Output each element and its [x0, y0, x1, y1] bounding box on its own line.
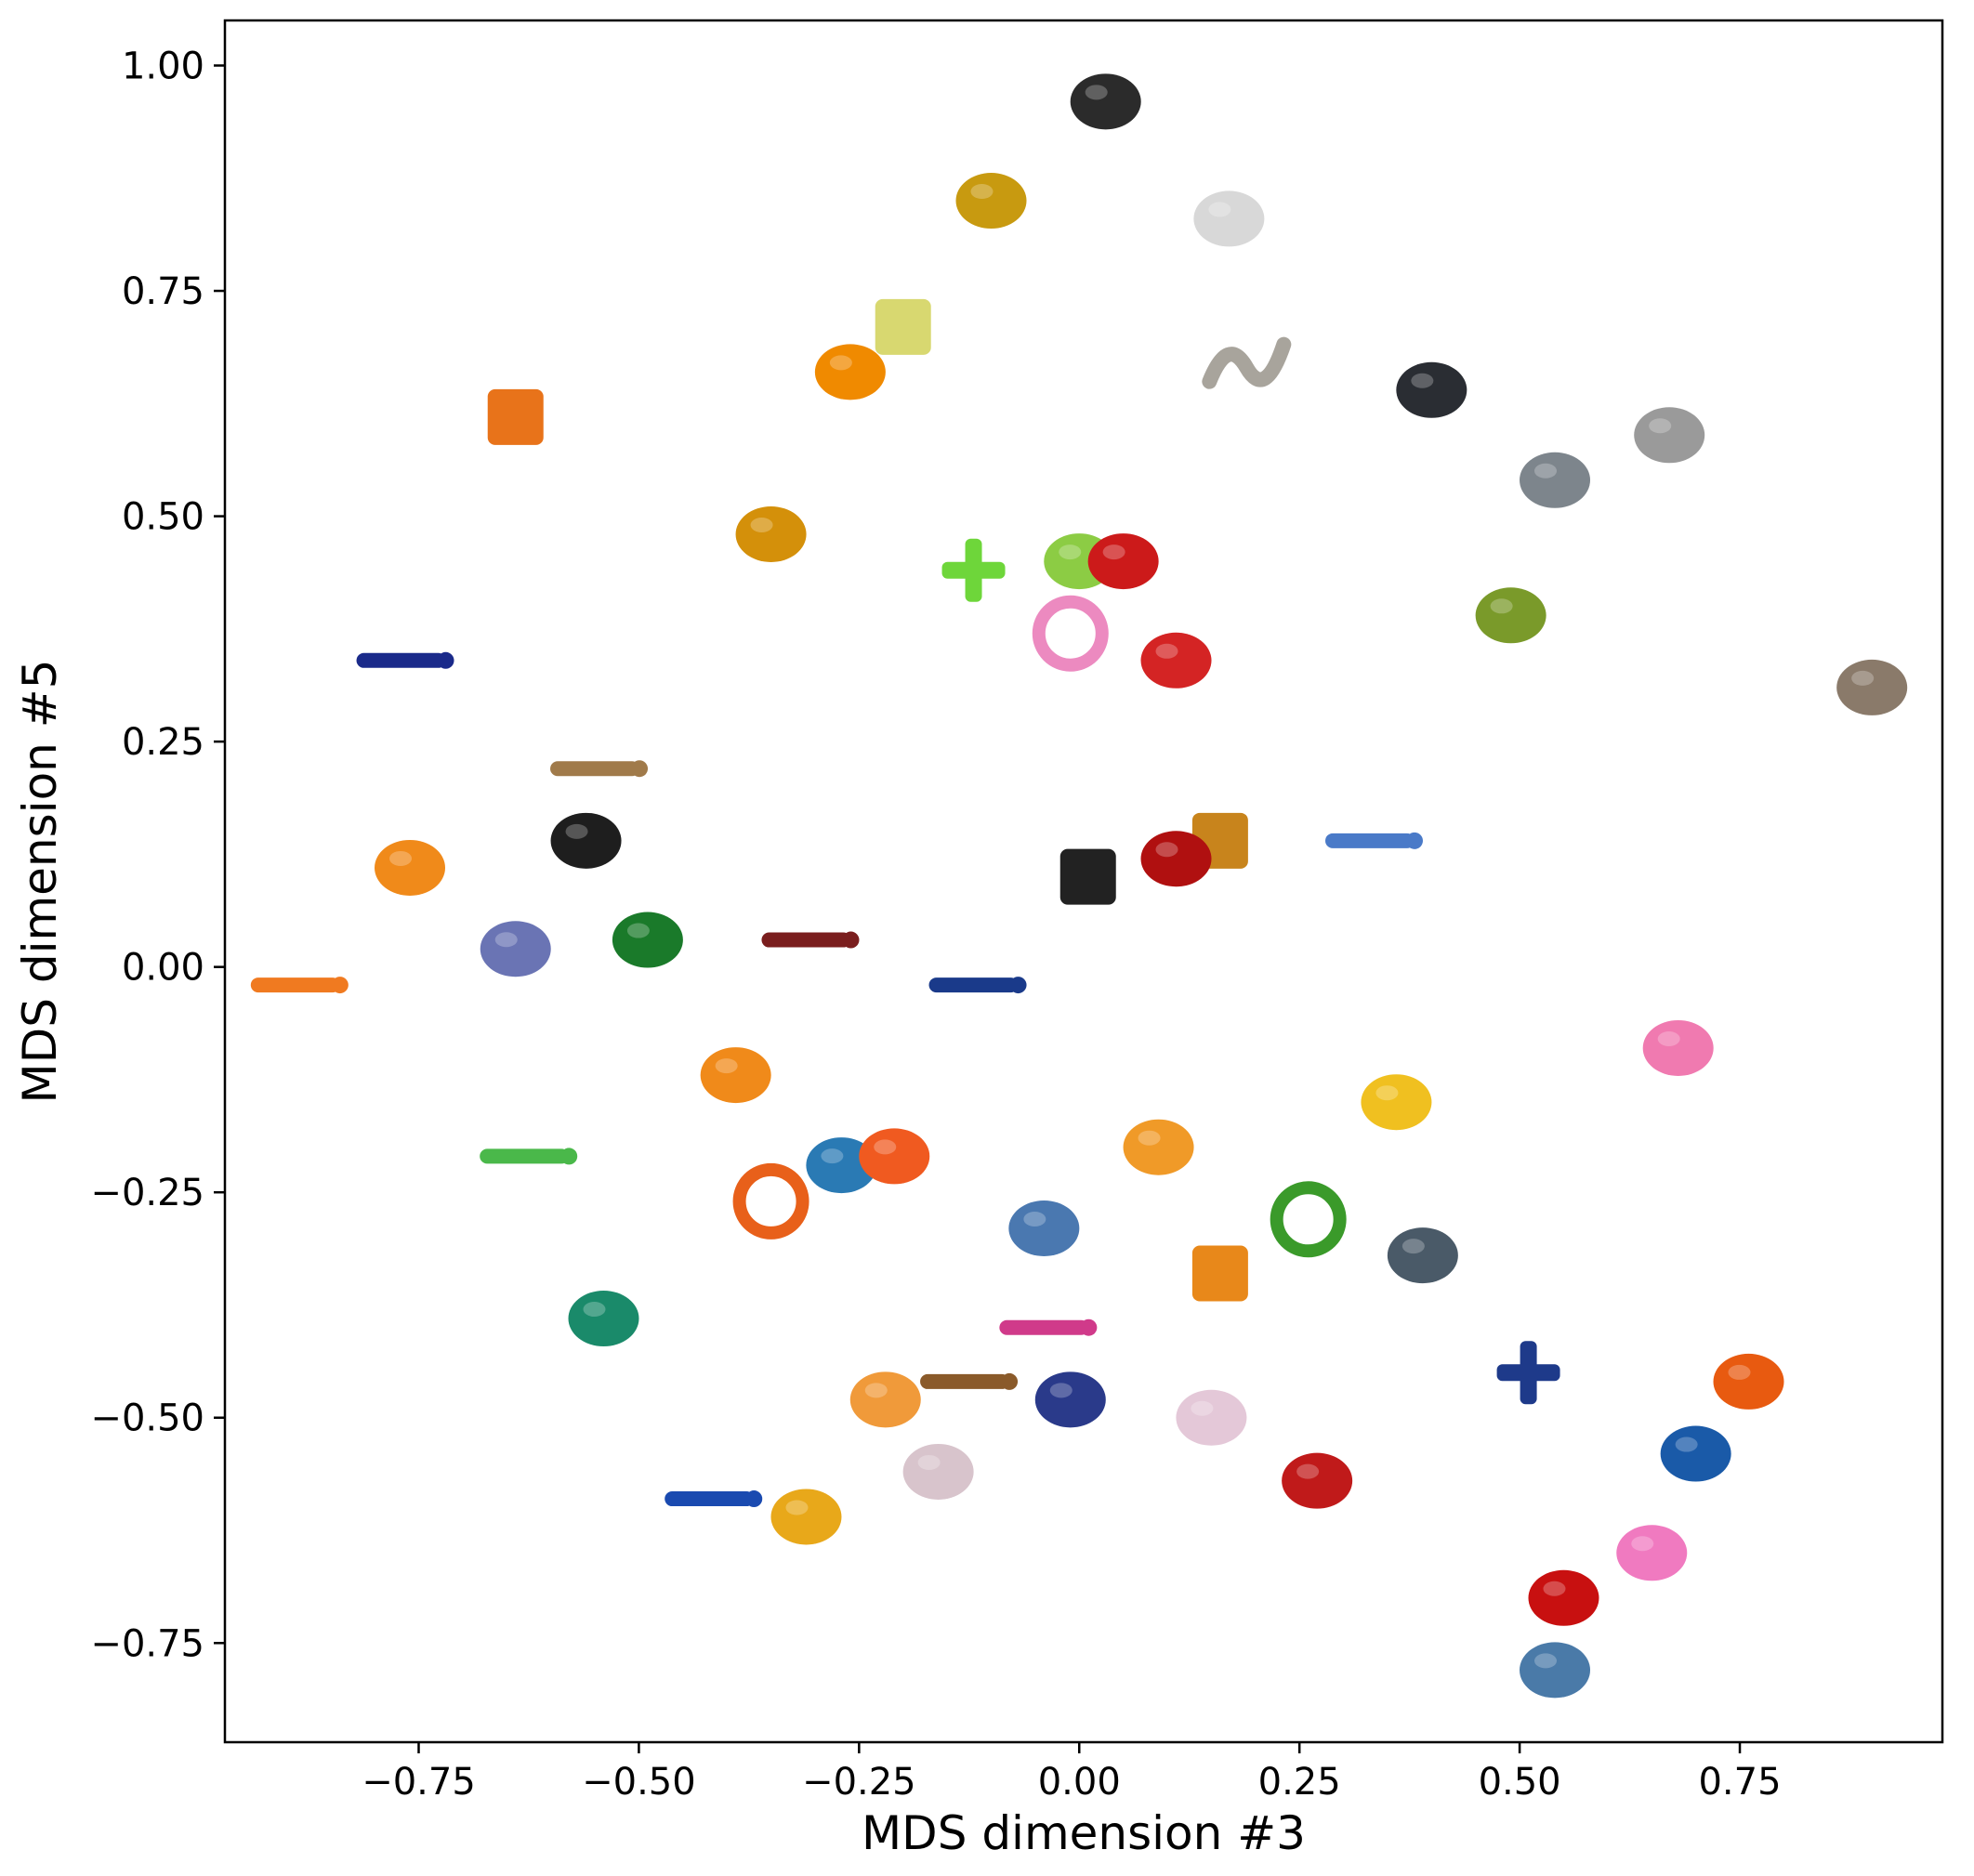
data-point [875, 298, 931, 355]
data-point [999, 1318, 1098, 1336]
data-points [250, 73, 1908, 1699]
x-tick-label: 0.75 [1698, 1761, 1781, 1804]
data-point [941, 538, 1006, 602]
y-tick-label: 0.25 [122, 721, 204, 764]
data-point [1475, 587, 1546, 644]
y-axis-label: MDS dimension #5 [13, 660, 67, 1104]
data-point [480, 921, 551, 977]
data-point [1176, 1389, 1247, 1446]
data-point [1616, 1525, 1688, 1581]
data-point [902, 1443, 974, 1500]
data-point [955, 173, 1027, 230]
data-point [1387, 1227, 1458, 1284]
plot-frame [223, 19, 1944, 1744]
data-point [1325, 832, 1423, 849]
y-tick-label: −0.75 [90, 1622, 204, 1665]
data-point [859, 1128, 930, 1185]
data-point [568, 1291, 639, 1347]
data-point [550, 812, 622, 869]
x-tick-label: −0.75 [362, 1761, 476, 1804]
y-tick-label: 0.50 [122, 496, 204, 539]
data-point [250, 977, 349, 994]
x-axis-ticks: −0.75 −0.50 −0.25 0.00 0.25 0.50 0.75 [362, 1742, 1782, 1804]
x-tick-label: −0.25 [802, 1761, 916, 1804]
data-point [1059, 848, 1116, 905]
data-point [1642, 1019, 1714, 1076]
data-point [735, 505, 807, 562]
y-tick-label: −0.25 [90, 1172, 204, 1214]
data-point [1396, 361, 1467, 418]
data-point [375, 839, 446, 896]
data-point [1070, 73, 1141, 130]
y-tick-label: 0.00 [122, 947, 204, 990]
data-point [700, 1047, 771, 1104]
data-point [612, 912, 683, 968]
data-point [1123, 1119, 1194, 1175]
y-tick-label: −0.50 [90, 1397, 204, 1440]
data-point [1191, 1245, 1248, 1302]
data-point [770, 1489, 842, 1545]
data-point [1270, 1181, 1347, 1258]
data-point [1087, 533, 1159, 590]
data-point [1496, 1341, 1560, 1405]
data-point [1528, 1569, 1599, 1626]
data-point [1282, 1452, 1353, 1509]
y-tick-label: 1.00 [122, 46, 204, 88]
data-point [1660, 1425, 1731, 1482]
x-tick-label: 0.50 [1479, 1761, 1561, 1804]
x-tick-label: −0.50 [582, 1761, 696, 1804]
data-point [1520, 1642, 1591, 1699]
data-point [550, 760, 649, 778]
data-point [1634, 407, 1705, 464]
data-point [356, 651, 454, 669]
data-point [849, 1371, 921, 1428]
x-tick-label: 0.25 [1258, 1761, 1341, 1804]
data-point [480, 1148, 578, 1165]
data-point [806, 1137, 877, 1194]
data-point [920, 1372, 1019, 1390]
data-point [487, 388, 544, 445]
data-point [1361, 1074, 1432, 1131]
data-point [761, 931, 860, 949]
x-tick-label: 0.00 [1038, 1761, 1121, 1804]
x-axis-label: MDS dimension #3 [862, 1806, 1306, 1860]
data-point [1140, 632, 1212, 689]
data-point [732, 1162, 809, 1240]
data-point [1202, 336, 1292, 389]
data-point [1193, 190, 1265, 247]
y-tick-label: 0.75 [122, 270, 204, 313]
data-point [1520, 452, 1591, 508]
data-point [1034, 1371, 1106, 1428]
data-point [1008, 1200, 1080, 1257]
data-point [1140, 831, 1212, 887]
data-point [814, 344, 886, 400]
y-axis-ticks: −0.75 −0.50 −0.25 0.00 0.25 0.50 0.75 1.00 [90, 46, 225, 1665]
data-point [1032, 595, 1109, 672]
data-point [928, 977, 1027, 994]
data-point [1836, 659, 1908, 715]
data-point [1713, 1353, 1784, 1410]
data-point [665, 1490, 763, 1508]
